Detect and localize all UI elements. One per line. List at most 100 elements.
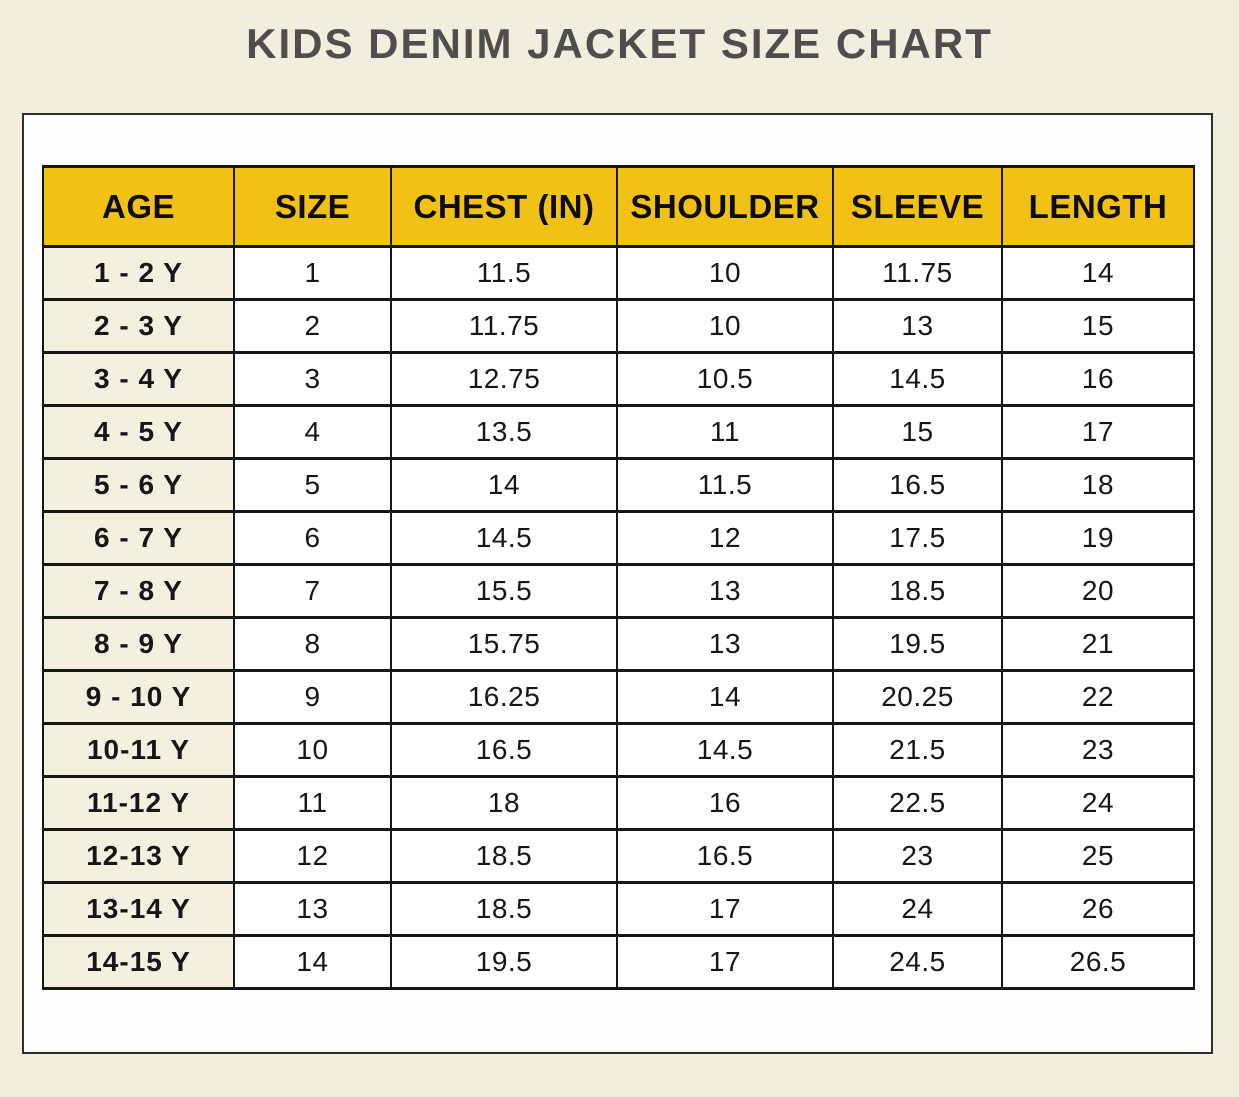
value-cell: 16.5 xyxy=(616,828,834,884)
value-cell: 16.25 xyxy=(390,669,618,725)
value-cell: 17.5 xyxy=(832,510,1003,566)
table-row: 11-12 Y 11 18 16 22.5 24 xyxy=(42,775,1195,831)
value-cell: 11.5 xyxy=(390,245,618,301)
value-cell: 25 xyxy=(1001,828,1195,884)
value-cell: 12 xyxy=(616,510,834,566)
value-cell: 13 xyxy=(233,881,392,937)
value-cell: 1 xyxy=(233,245,392,301)
table-row: 14-15 Y 14 19.5 17 24.5 26.5 xyxy=(42,934,1195,990)
age-cell: 12-13 Y xyxy=(42,828,235,884)
value-cell: 16 xyxy=(616,775,834,831)
value-cell: 24 xyxy=(832,881,1003,937)
value-cell: 26.5 xyxy=(1001,934,1195,990)
value-cell: 22 xyxy=(1001,669,1195,725)
value-cell: 21 xyxy=(1001,616,1195,672)
value-cell: 6 xyxy=(233,510,392,566)
value-cell: 16.5 xyxy=(832,457,1003,513)
table-row: 7 - 8 Y 7 15.5 13 18.5 20 xyxy=(42,563,1195,619)
value-cell: 26 xyxy=(1001,881,1195,937)
value-cell: 19 xyxy=(1001,510,1195,566)
table-row: 1 - 2 Y 1 11.5 10 11.75 14 xyxy=(42,245,1195,301)
value-cell: 19.5 xyxy=(390,934,618,990)
value-cell: 13.5 xyxy=(390,404,618,460)
value-cell: 14.5 xyxy=(832,351,1003,407)
value-cell: 13 xyxy=(616,616,834,672)
value-cell: 14.5 xyxy=(616,722,834,778)
column-header-size: SIZE xyxy=(233,165,392,248)
page-title: KIDS DENIM JACKET SIZE CHART xyxy=(246,20,993,67)
value-cell: 23 xyxy=(1001,722,1195,778)
value-cell: 11 xyxy=(616,404,834,460)
value-cell: 14 xyxy=(233,934,392,990)
age-cell: 6 - 7 Y xyxy=(42,510,235,566)
age-cell: 3 - 4 Y xyxy=(42,351,235,407)
size-chart-table: AGE SIZE CHEST (IN) SHOULDER SLEEVE LENGTH 1 … xyxy=(42,165,1195,990)
value-cell: 11.75 xyxy=(390,298,618,354)
age-cell: 14-15 Y xyxy=(42,934,235,990)
value-cell: 3 xyxy=(233,351,392,407)
table-row: 9 - 10 Y 9 16.25 14 20.25 22 xyxy=(42,669,1195,725)
value-cell: 23 xyxy=(832,828,1003,884)
age-cell: 5 - 6 Y xyxy=(42,457,235,513)
value-cell: 9 xyxy=(233,669,392,725)
column-header-sleeve: SLEEVE xyxy=(832,165,1003,248)
value-cell: 14 xyxy=(1001,245,1195,301)
value-cell: 18.5 xyxy=(832,563,1003,619)
age-cell: 2 - 3 Y xyxy=(42,298,235,354)
value-cell: 18.5 xyxy=(390,828,618,884)
value-cell: 24.5 xyxy=(832,934,1003,990)
age-cell: 7 - 8 Y xyxy=(42,563,235,619)
value-cell: 10 xyxy=(233,722,392,778)
size-chart-card: AGE SIZE CHEST (IN) SHOULDER SLEEVE LENGTH 1 … xyxy=(22,113,1213,1054)
age-cell: 13-14 Y xyxy=(42,881,235,937)
table-row: 5 - 6 Y 5 14 11.5 16.5 18 xyxy=(42,457,1195,513)
value-cell: 8 xyxy=(233,616,392,672)
column-header-age: AGE xyxy=(42,165,235,248)
value-cell: 12.75 xyxy=(390,351,618,407)
age-cell: 11-12 Y xyxy=(42,775,235,831)
column-header-chest-in: CHEST (IN) xyxy=(390,165,618,248)
value-cell: 10.5 xyxy=(616,351,834,407)
age-cell: 9 - 10 Y xyxy=(42,669,235,725)
value-cell: 15.5 xyxy=(390,563,618,619)
table-row: 6 - 7 Y 6 14.5 12 17.5 19 xyxy=(42,510,1195,566)
age-cell: 4 - 5 Y xyxy=(42,404,235,460)
value-cell: 19.5 xyxy=(832,616,1003,672)
value-cell: 15.75 xyxy=(390,616,618,672)
value-cell: 17 xyxy=(1001,404,1195,460)
value-cell: 5 xyxy=(233,457,392,513)
value-cell: 16 xyxy=(1001,351,1195,407)
value-cell: 11 xyxy=(233,775,392,831)
value-cell: 11.75 xyxy=(832,245,1003,301)
value-cell: 18 xyxy=(390,775,618,831)
value-cell: 21.5 xyxy=(832,722,1003,778)
table-row: 3 - 4 Y 3 12.75 10.5 14.5 16 xyxy=(42,351,1195,407)
value-cell: 18.5 xyxy=(390,881,618,937)
value-cell: 22.5 xyxy=(832,775,1003,831)
value-cell: 4 xyxy=(233,404,392,460)
column-header-length: LENGTH xyxy=(1001,165,1195,248)
value-cell: 10 xyxy=(616,298,834,354)
value-cell: 14 xyxy=(616,669,834,725)
value-cell: 18 xyxy=(1001,457,1195,513)
value-cell: 10 xyxy=(616,245,834,301)
column-header-shoulder: SHOULDER xyxy=(616,165,834,248)
table-row: 4 - 5 Y 4 13.5 11 15 17 xyxy=(42,404,1195,460)
value-cell: 7 xyxy=(233,563,392,619)
value-cell: 20.25 xyxy=(832,669,1003,725)
table-body: 1 - 2 Y 1 11.5 10 11.75 14 2 - 3 Y 2 11.75 10 13 15… xyxy=(42,245,1195,990)
value-cell: 14 xyxy=(390,457,618,513)
table-row: 2 - 3 Y 2 11.75 10 13 15 xyxy=(42,298,1195,354)
value-cell: 12 xyxy=(233,828,392,884)
value-cell: 20 xyxy=(1001,563,1195,619)
value-cell: 2 xyxy=(233,298,392,354)
value-cell: 14.5 xyxy=(390,510,618,566)
value-cell: 17 xyxy=(616,934,834,990)
table-row: 12-13 Y 12 18.5 16.5 23 25 xyxy=(42,828,1195,884)
value-cell: 17 xyxy=(616,881,834,937)
age-cell: 8 - 9 Y xyxy=(42,616,235,672)
value-cell: 15 xyxy=(1001,298,1195,354)
age-cell: 1 - 2 Y xyxy=(42,245,235,301)
table-row: 10-11 Y 10 16.5 14.5 21.5 23 xyxy=(42,722,1195,778)
age-cell: 10-11 Y xyxy=(42,722,235,778)
